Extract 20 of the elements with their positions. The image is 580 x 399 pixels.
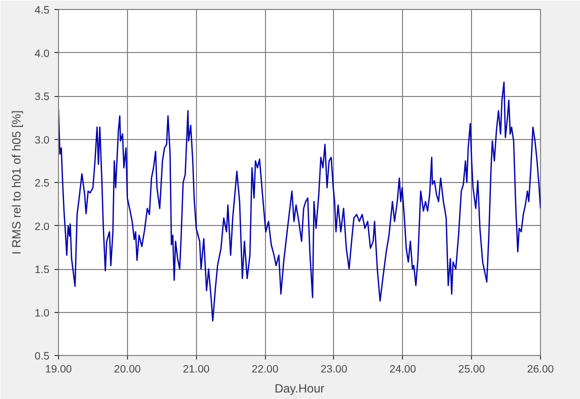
y-tick-label: 3.5 (34, 91, 50, 103)
x-tick-label: 24.00 (389, 364, 416, 376)
y-tick-label: 1.0 (34, 307, 50, 320)
x-axis-title: Day.Hour (274, 382, 324, 396)
y-tick-label: 1.5 (34, 264, 50, 276)
x-tick-label: 22.00 (252, 364, 278, 376)
y-axis-title: I RMS rel to h01 of h05 [%] (10, 110, 24, 255)
y-tick-label: 3.0 (34, 134, 50, 146)
y-tick-label: 2.0 (34, 220, 50, 233)
x-tick-label: 23.00 (320, 364, 348, 376)
x-tick-label: 21.00 (182, 364, 210, 376)
y-tick-label: 4.0 (34, 48, 50, 60)
x-tick-label: 19.00 (45, 364, 72, 376)
x-tick-label: 26.00 (527, 364, 554, 376)
y-tick-label: 4.5 (34, 4, 50, 16)
x-tick-label: 20.00 (114, 364, 141, 376)
y-tick-label: 2.5 (34, 178, 50, 190)
line-series (58, 82, 540, 322)
y-tick-label: 0.5 (34, 350, 50, 362)
x-tick-label: 25.00 (458, 364, 486, 376)
